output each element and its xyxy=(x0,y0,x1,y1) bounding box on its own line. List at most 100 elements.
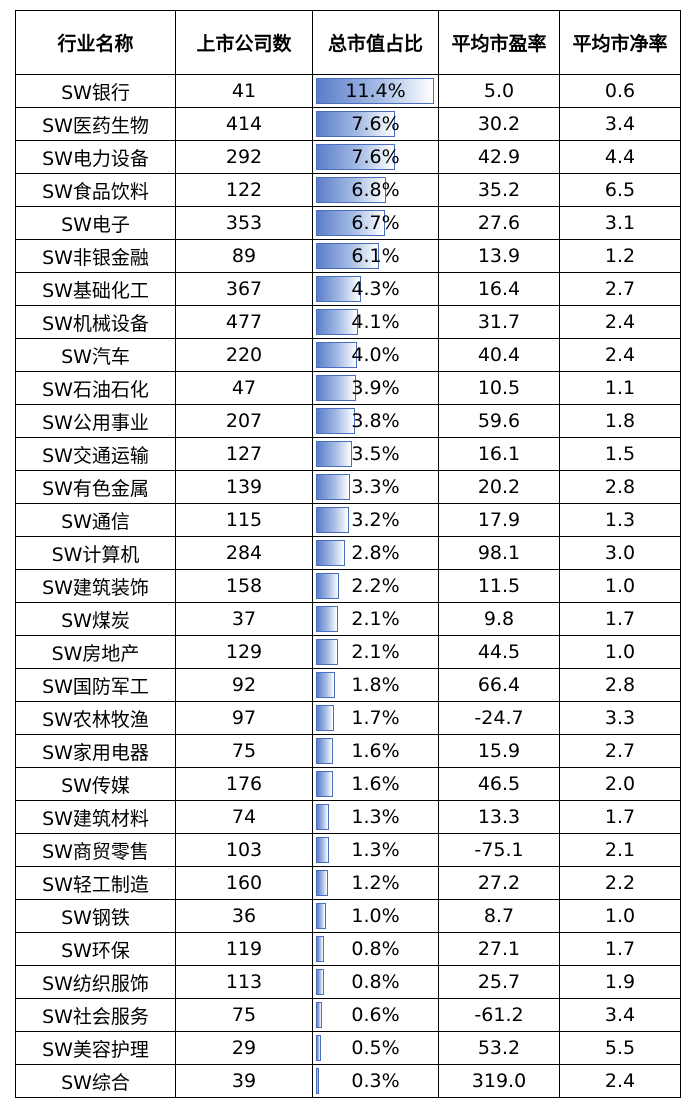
average-pe-cell: 16.1 xyxy=(438,437,560,471)
market-cap-share-cell: 1.6% xyxy=(312,734,439,768)
market-cap-share-cell: 0.5% xyxy=(312,1031,439,1065)
average-pe-cell: -61.2 xyxy=(438,998,560,1032)
industry-name-cell: SW煤炭 xyxy=(15,602,176,636)
company-count-cell: 75 xyxy=(175,998,313,1032)
industry-name-cell: SW机械设备 xyxy=(15,305,176,339)
industry-name-cell: SW房地产 xyxy=(15,635,176,669)
average-pe-cell: 30.2 xyxy=(438,107,560,141)
share-value-text: 0.8% xyxy=(351,938,400,960)
table-row: SW轻工制造 160 1.2% 27.2 2.2 xyxy=(15,866,681,900)
industry-name-cell: SW通信 xyxy=(15,503,176,537)
company-count-cell: 29 xyxy=(175,1031,313,1065)
market-cap-share-cell: 3.3% xyxy=(312,470,439,504)
average-pe-cell: 319.0 xyxy=(438,1064,560,1098)
average-pb-cell: 3.1 xyxy=(559,206,681,240)
share-data-bar xyxy=(316,78,434,104)
average-pe-cell: 10.5 xyxy=(438,371,560,405)
table-row: SW国防军工 92 1.8% 66.4 2.8 xyxy=(15,668,681,702)
average-pb-cell: 2.4 xyxy=(559,1064,681,1098)
company-count-cell: 103 xyxy=(175,833,313,867)
market-cap-share-cell: 4.3% xyxy=(312,272,439,306)
share-value-text: 1.6% xyxy=(351,740,400,762)
market-cap-share-cell: 3.9% xyxy=(312,371,439,405)
industry-name-cell: SW环保 xyxy=(15,932,176,966)
table-row: SW建筑材料 74 1.3% 13.3 1.7 xyxy=(15,800,681,834)
average-pb-cell: 1.3 xyxy=(559,503,681,537)
table-body: SW银行 41 11.4% 5.0 0.6 SW医药生物 414 7.6% 30.2 3.4 SW电… xyxy=(15,74,681,1098)
average-pb-cell: 3.3 xyxy=(559,701,681,735)
industry-name-cell: SW有色金属 xyxy=(15,470,176,504)
market-cap-share-cell: 0.8% xyxy=(312,932,439,966)
share-data-bar xyxy=(316,606,338,632)
industry-name-cell: SW电力设备 xyxy=(15,140,176,174)
share-data-bar xyxy=(316,375,357,401)
share-data-bar xyxy=(316,837,330,863)
average-pe-cell: 27.6 xyxy=(438,206,560,240)
average-pe-cell: 9.8 xyxy=(438,602,560,636)
average-pe-cell: 20.2 xyxy=(438,470,560,504)
average-pb-cell: 2.8 xyxy=(559,668,681,702)
industry-name-cell: SW建筑装饰 xyxy=(15,569,176,603)
share-data-bar xyxy=(316,243,380,269)
table-row: SW计算机 284 2.8% 98.1 3.0 xyxy=(15,536,681,570)
market-cap-share-cell: 2.8% xyxy=(312,536,439,570)
average-pe-cell: 13.9 xyxy=(438,239,560,273)
market-cap-share-cell: 1.0% xyxy=(312,899,439,933)
market-cap-share-cell: 7.6% xyxy=(312,140,439,174)
industry-name-cell: SW钢铁 xyxy=(15,899,176,933)
company-count-cell: 414 xyxy=(175,107,313,141)
average-pb-cell: 1.7 xyxy=(559,602,681,636)
market-cap-share-cell: 0.6% xyxy=(312,998,439,1032)
share-data-bar xyxy=(316,1068,320,1094)
average-pe-cell: 98.1 xyxy=(438,536,560,570)
market-cap-share-cell: 3.8% xyxy=(312,404,439,438)
table-row: SW美容护理 29 0.5% 53.2 5.5 xyxy=(15,1031,681,1065)
share-value-text: 4.3% xyxy=(351,278,400,300)
table-row: SW建筑装饰 158 2.2% 11.5 1.0 xyxy=(15,569,681,603)
industry-name-cell: SW建筑材料 xyxy=(15,800,176,834)
company-count-cell: 129 xyxy=(175,635,313,669)
share-value-text: 3.2% xyxy=(351,509,400,531)
table-row: SW社会服务 75 0.6% -61.2 3.4 xyxy=(15,998,681,1032)
share-data-bar xyxy=(316,507,350,533)
share-value-text: 0.6% xyxy=(351,1004,400,1026)
share-data-bar xyxy=(316,342,358,368)
share-value-text: 3.5% xyxy=(351,443,400,465)
table-row: SW有色金属 139 3.3% 20.2 2.8 xyxy=(15,470,681,504)
share-value-text: 4.1% xyxy=(351,311,400,333)
average-pe-cell: 59.6 xyxy=(438,404,560,438)
average-pb-cell: 2.1 xyxy=(559,833,681,867)
share-value-text: 3.9% xyxy=(351,377,400,399)
share-data-bar xyxy=(316,111,395,137)
company-count-cell: 367 xyxy=(175,272,313,306)
company-count-cell: 176 xyxy=(175,767,313,801)
company-count-cell: 113 xyxy=(175,965,313,999)
share-data-bar xyxy=(316,276,361,302)
share-value-text: 0.5% xyxy=(351,1037,400,1059)
company-count-cell: 36 xyxy=(175,899,313,933)
industry-name-cell: SW基础化工 xyxy=(15,272,176,306)
share-value-text: 11.4% xyxy=(345,80,406,102)
company-count-cell: 47 xyxy=(175,371,313,405)
industry-name-cell: SW传媒 xyxy=(15,767,176,801)
share-value-text: 1.7% xyxy=(351,707,400,729)
share-data-bar xyxy=(316,573,339,599)
company-count-cell: 127 xyxy=(175,437,313,471)
market-cap-share-cell: 6.7% xyxy=(312,206,439,240)
company-count-cell: 39 xyxy=(175,1064,313,1098)
average-pe-cell: 53.2 xyxy=(438,1031,560,1065)
market-cap-share-cell: 0.8% xyxy=(312,965,439,999)
table-row: SW通信 115 3.2% 17.9 1.3 xyxy=(15,503,681,537)
average-pe-cell: 15.9 xyxy=(438,734,560,768)
table-row: SW基础化工 367 4.3% 16.4 2.7 xyxy=(15,272,681,306)
industry-name-cell: SW美容护理 xyxy=(15,1031,176,1065)
header-market-cap-share: 总市值占比 xyxy=(312,10,439,75)
average-pe-cell: 16.4 xyxy=(438,272,560,306)
industry-name-cell: SW商贸零售 xyxy=(15,833,176,867)
average-pb-cell: 3.4 xyxy=(559,998,681,1032)
header-average-pb: 平均市净率 xyxy=(559,10,681,75)
header-company-count: 上市公司数 xyxy=(175,10,313,75)
share-data-bar xyxy=(316,705,334,731)
share-value-text: 2.8% xyxy=(351,542,400,564)
company-count-cell: 477 xyxy=(175,305,313,339)
